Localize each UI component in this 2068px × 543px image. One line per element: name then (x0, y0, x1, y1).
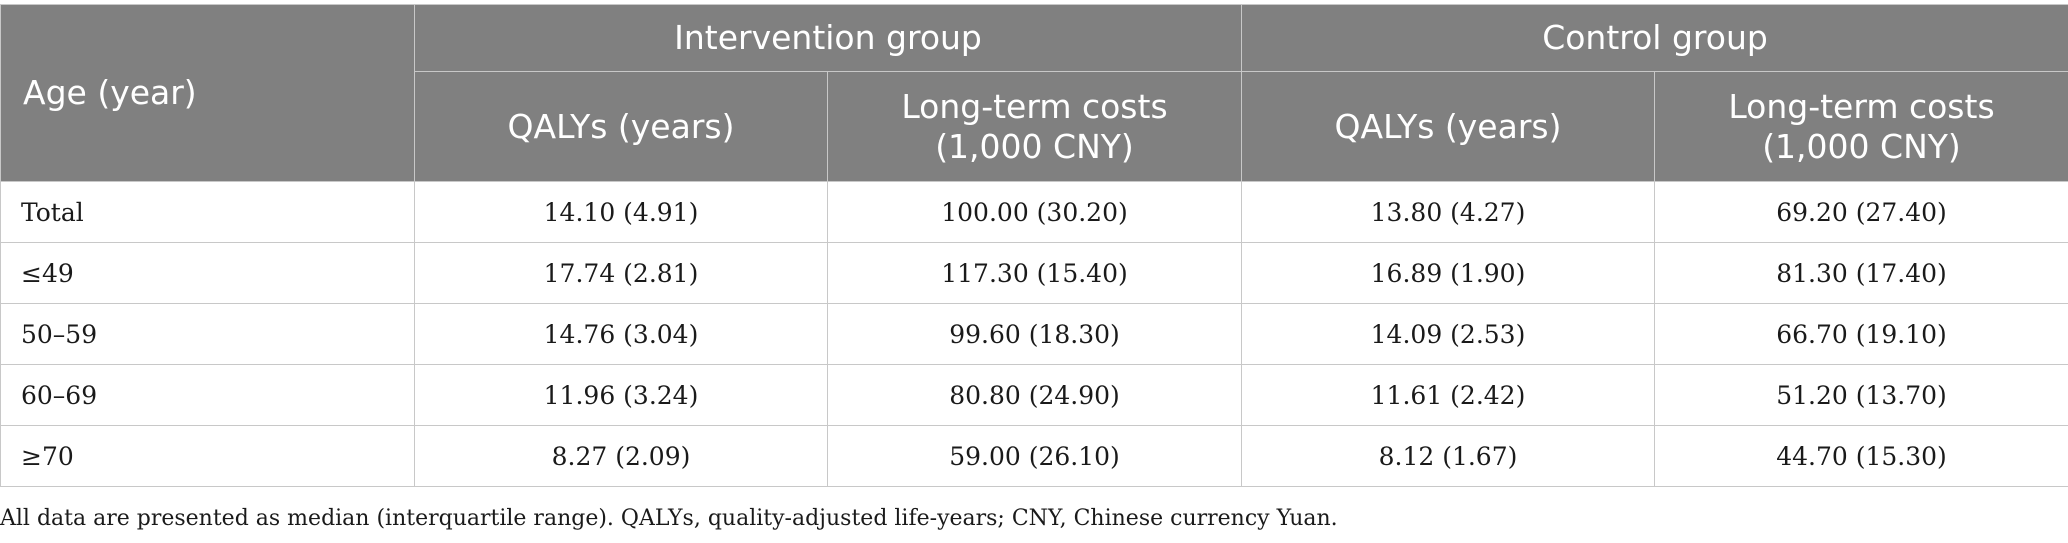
age-column-header: Age (year) (0, 4, 415, 182)
intervention-costs-header: Long-term costs (1,000 CNY) (827, 71, 1242, 182)
results-table: Age (year) Intervention group Control gr… (0, 4, 2068, 487)
control-group-header: Control group (1241, 4, 2068, 72)
intervention-qalys-cell: 17.74 (2.81) (414, 242, 828, 304)
control-costs-cell: 81.30 (17.40) (1654, 242, 2068, 304)
control-qalys-cell: 16.89 (1.90) (1241, 242, 1655, 304)
intervention-qalys-cell: 14.76 (3.04) (414, 303, 828, 365)
costs-header-line2: (1,000 CNY) (1762, 126, 1961, 166)
control-costs-cell: 44.70 (15.30) (1654, 425, 2068, 487)
control-costs-cell: 51.20 (13.70) (1654, 364, 2068, 426)
age-cell: 60–69 (0, 364, 415, 426)
table-row: ≤49 17.74 (2.81) 117.30 (15.40) 16.89 (1… (0, 242, 2068, 304)
intervention-qalys-cell: 14.10 (4.91) (414, 181, 828, 243)
intervention-costs-cell: 80.80 (24.90) (827, 364, 1242, 426)
table-row: Total 14.10 (4.91) 100.00 (30.20) 13.80 … (0, 181, 2068, 243)
table-body: Total 14.10 (4.91) 100.00 (30.20) 13.80 … (0, 181, 2068, 487)
age-cell: ≤49 (0, 242, 415, 304)
age-cell: Total (0, 181, 415, 243)
control-qalys-header: QALYs (years) (1241, 71, 1655, 182)
intervention-qalys-cell: 11.96 (3.24) (414, 364, 828, 426)
control-qalys-cell: 13.80 (4.27) (1241, 181, 1655, 243)
age-cell: 50–59 (0, 303, 415, 365)
intervention-costs-cell: 117.30 (15.40) (827, 242, 1242, 304)
control-qalys-cell: 14.09 (2.53) (1241, 303, 1655, 365)
control-qalys-cell: 8.12 (1.67) (1241, 425, 1655, 487)
control-qalys-cell: 11.61 (2.42) (1241, 364, 1655, 426)
costs-header-line1: Long-term costs (901, 86, 1168, 126)
results-table-container: Age (year) Intervention group Control gr… (0, 4, 2068, 487)
intervention-costs-cell: 59.00 (26.10) (827, 425, 1242, 487)
control-costs-cell: 69.20 (27.40) (1654, 181, 2068, 243)
costs-header-line2: (1,000 CNY) (935, 126, 1134, 166)
intervention-qalys-header: QALYs (years) (414, 71, 828, 182)
table-header: Age (year) Intervention group Control gr… (0, 4, 2068, 182)
intervention-costs-cell: 99.60 (18.30) (827, 303, 1242, 365)
costs-header-line1: Long-term costs (1728, 86, 1995, 126)
age-cell: ≥70 (0, 425, 415, 487)
table-row: 60–69 11.96 (3.24) 80.80 (24.90) 11.61 (… (0, 364, 2068, 426)
table-footnote: All data are presented as median (interq… (0, 506, 1338, 531)
intervention-costs-cell: 100.00 (30.20) (827, 181, 1242, 243)
control-costs-cell: 66.70 (19.10) (1654, 303, 2068, 365)
header-row-columns: QALYs (years) Long-term costs (1,000 CNY… (1, 71, 2068, 182)
intervention-group-header: Intervention group (414, 4, 1242, 72)
table-row: 50–59 14.76 (3.04) 99.60 (18.30) 14.09 (… (0, 303, 2068, 365)
intervention-qalys-cell: 8.27 (2.09) (414, 425, 828, 487)
control-costs-header: Long-term costs (1,000 CNY) (1654, 71, 2068, 182)
header-row-groups: Age (year) Intervention group Control gr… (0, 4, 2068, 182)
table-row: ≥70 8.27 (2.09) 59.00 (26.10) 8.12 (1.67… (0, 425, 2068, 487)
